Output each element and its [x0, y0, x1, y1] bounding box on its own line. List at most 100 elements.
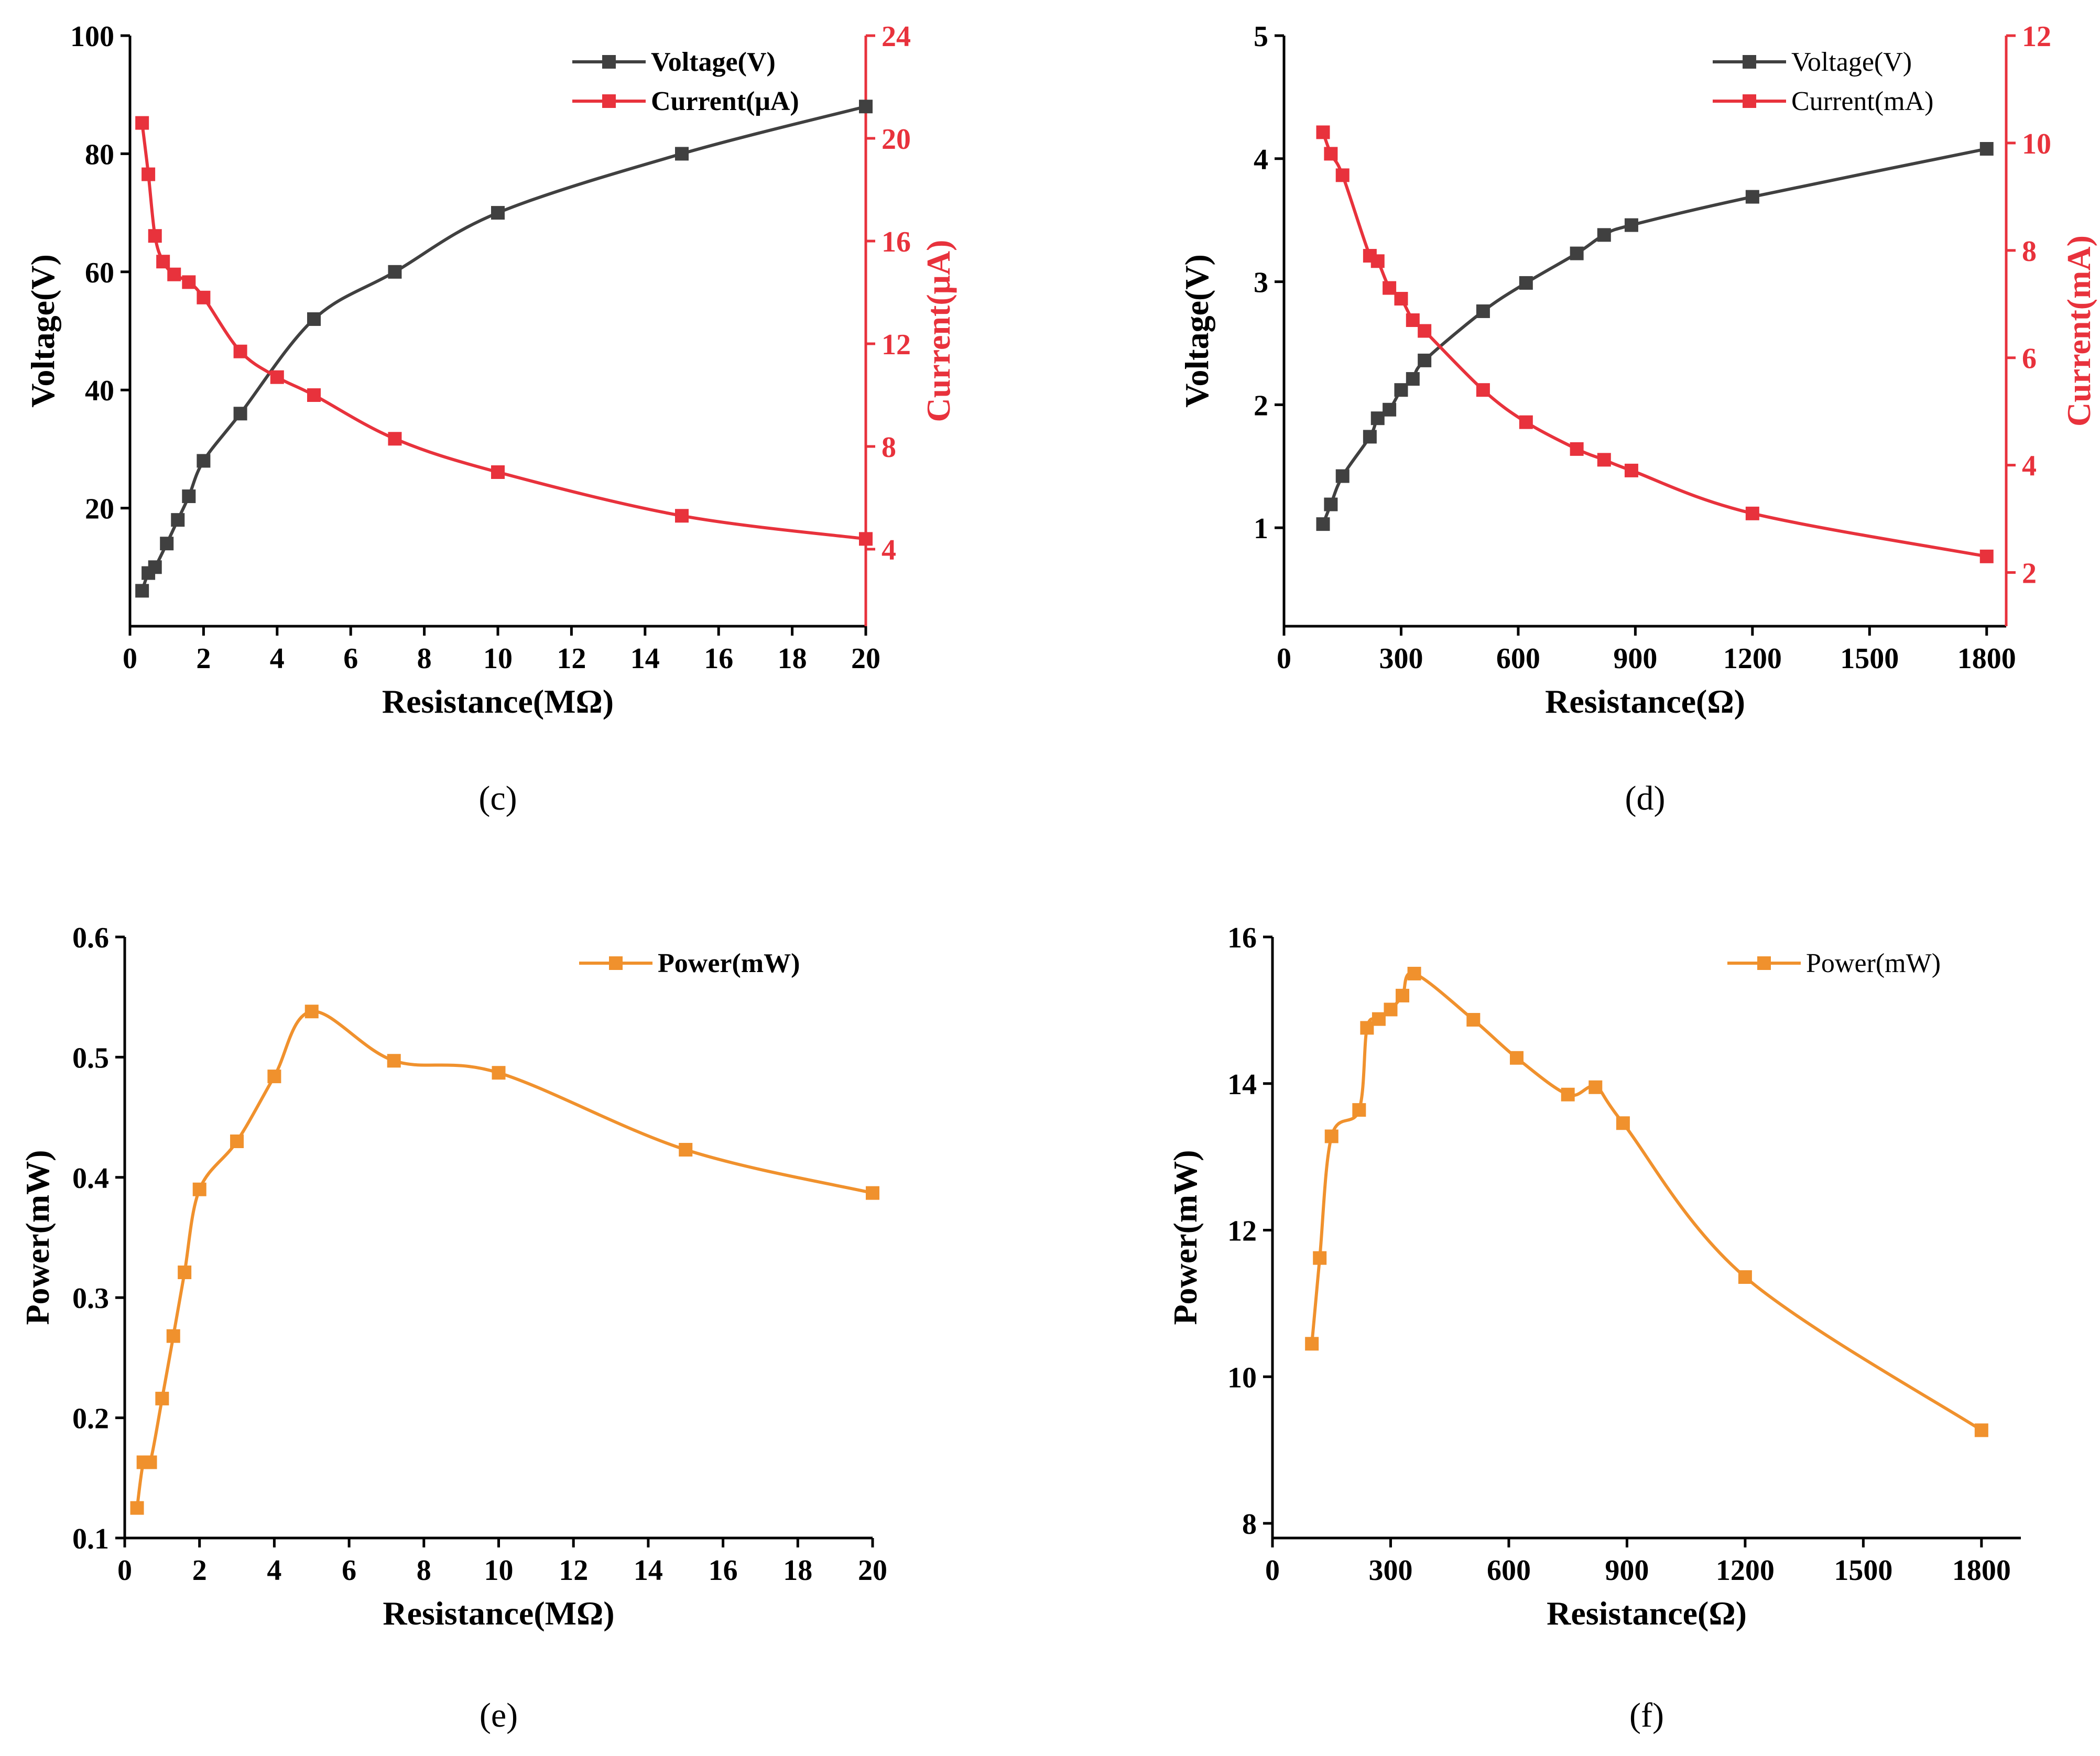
- x-tick-label: 16: [704, 642, 733, 675]
- x-tick-label: 2: [196, 642, 211, 675]
- data-point: [1570, 442, 1584, 456]
- legend-label: Current(mA): [1791, 86, 1933, 116]
- x-tick-label: 0: [117, 1554, 132, 1587]
- data-point: [1316, 517, 1330, 531]
- panel-label: (c): [478, 779, 517, 817]
- data-point: [142, 167, 156, 181]
- y-tick-label: 0.4: [72, 1162, 109, 1195]
- data-point: [1509, 1051, 1524, 1065]
- data-point: [1406, 372, 1420, 386]
- y2-tick-label: 4: [2022, 450, 2037, 483]
- y-tick-label: 3: [1254, 267, 1268, 299]
- data-point: [182, 275, 196, 289]
- x-tick-label: 18: [778, 642, 807, 675]
- legend-label: Power(mW): [658, 948, 800, 978]
- data-point: [491, 465, 505, 479]
- data-point: [1316, 125, 1330, 139]
- y-tick-label: 80: [85, 138, 114, 171]
- data-point: [388, 432, 402, 446]
- series-line-1: [1310, 972, 1983, 1432]
- y-axis-title: Voltage(V): [1178, 254, 1215, 408]
- data-point: [1370, 254, 1385, 268]
- data-point: [1738, 1270, 1752, 1284]
- x-tick-label: 12: [559, 1554, 588, 1587]
- y-axis-title: Voltage(V): [24, 254, 61, 408]
- y2-axis-title: Current(mA): [2060, 235, 2097, 427]
- series-line-1: [140, 105, 866, 592]
- data-point: [230, 1134, 244, 1148]
- panel-label: (e): [480, 1696, 518, 1735]
- y2-tick-label: 24: [882, 20, 911, 53]
- data-point: [1418, 353, 1432, 367]
- x-tick-label: 900: [1613, 642, 1657, 675]
- data-point: [491, 206, 505, 220]
- y2-tick-label: 2: [2022, 558, 2037, 590]
- x-tick-label: 8: [417, 1554, 431, 1587]
- series-line-1: [135, 1010, 873, 1509]
- legend-marker: [609, 956, 623, 970]
- data-point: [1406, 313, 1420, 328]
- y-tick-label: 10: [1227, 1361, 1257, 1394]
- data-point: [178, 1266, 192, 1280]
- data-point: [1974, 1423, 1988, 1437]
- x-tick-label: 1500: [1840, 642, 1899, 675]
- y-tick-label: 8: [1242, 1508, 1257, 1541]
- legend-label: Voltage(V): [651, 47, 776, 77]
- y2-tick-label: 10: [2022, 128, 2051, 160]
- data-point: [307, 388, 321, 402]
- data-point: [1597, 453, 1611, 467]
- data-point: [307, 312, 321, 326]
- data-point: [1466, 1013, 1481, 1027]
- data-point: [1360, 1021, 1374, 1035]
- data-point: [1476, 383, 1490, 397]
- y-axis-title: Power(mW): [19, 1150, 56, 1325]
- data-point: [135, 116, 149, 130]
- data-point: [1335, 168, 1350, 182]
- x-tick-label: 600: [1487, 1554, 1531, 1587]
- x-tick-label: 4: [270, 642, 285, 675]
- data-point: [233, 344, 247, 358]
- x-tick-label: 8: [417, 642, 432, 675]
- data-point: [1363, 430, 1377, 444]
- x-tick-label: 6: [343, 642, 358, 675]
- data-point: [1324, 147, 1338, 161]
- data-point: [135, 584, 149, 598]
- y-tick-label: 0.1: [72, 1523, 109, 1555]
- data-point: [1979, 549, 1994, 563]
- y2-tick-label: 8: [2022, 235, 2037, 268]
- data-point: [1519, 415, 1533, 429]
- chart-panel-f: 0 300 600 900 1200 1500 1800 8 10 12 14 16 Resistanc…: [1167, 922, 2021, 1735]
- chart-panel-e: 0 2 4 6 8 10 12 14 16 18 20 0.1 0.2 0.3 0.4 0.5 0.6 Resis…: [19, 922, 887, 1735]
- data-point: [387, 1054, 401, 1068]
- data-point: [1418, 324, 1432, 338]
- data-point: [1372, 1012, 1386, 1026]
- data-point: [233, 407, 247, 421]
- data-point: [1570, 246, 1584, 260]
- chart-panel-d: 0 300 600 900 1200 1500 18001234524681012Resis…: [1178, 20, 2097, 817]
- data-point: [1370, 411, 1385, 426]
- data-point: [1324, 1129, 1339, 1143]
- x-axis-title: Resistance(Ω): [1545, 683, 1745, 720]
- y-tick-label: 0.2: [72, 1403, 109, 1435]
- legend-label: Voltage(V): [1791, 47, 1912, 77]
- x-tick-label: 300: [1368, 1554, 1412, 1587]
- x-tick-label: 600: [1496, 642, 1540, 675]
- x-tick-label: 20: [851, 642, 880, 675]
- x-tick-label: 10: [483, 642, 513, 675]
- data-point: [192, 1182, 206, 1196]
- y-tick-label: 40: [85, 375, 114, 407]
- data-point: [197, 454, 211, 468]
- x-axis-title: Resistance(MΩ): [382, 683, 614, 720]
- data-point: [1335, 469, 1350, 483]
- legend-marker: [1757, 956, 1771, 970]
- data-point: [1383, 281, 1397, 295]
- x-tick-label: 14: [630, 642, 660, 675]
- x-tick-label: 1200: [1723, 642, 1782, 675]
- data-point: [492, 1066, 506, 1080]
- data-point: [675, 509, 689, 523]
- data-point: [1979, 142, 1994, 156]
- y2-tick-label: 12: [882, 329, 911, 361]
- y2-axis-title: Current(μA): [920, 240, 957, 422]
- x-axis-title: Resistance(MΩ): [383, 1595, 614, 1632]
- y-tick-label: 12: [1227, 1215, 1257, 1248]
